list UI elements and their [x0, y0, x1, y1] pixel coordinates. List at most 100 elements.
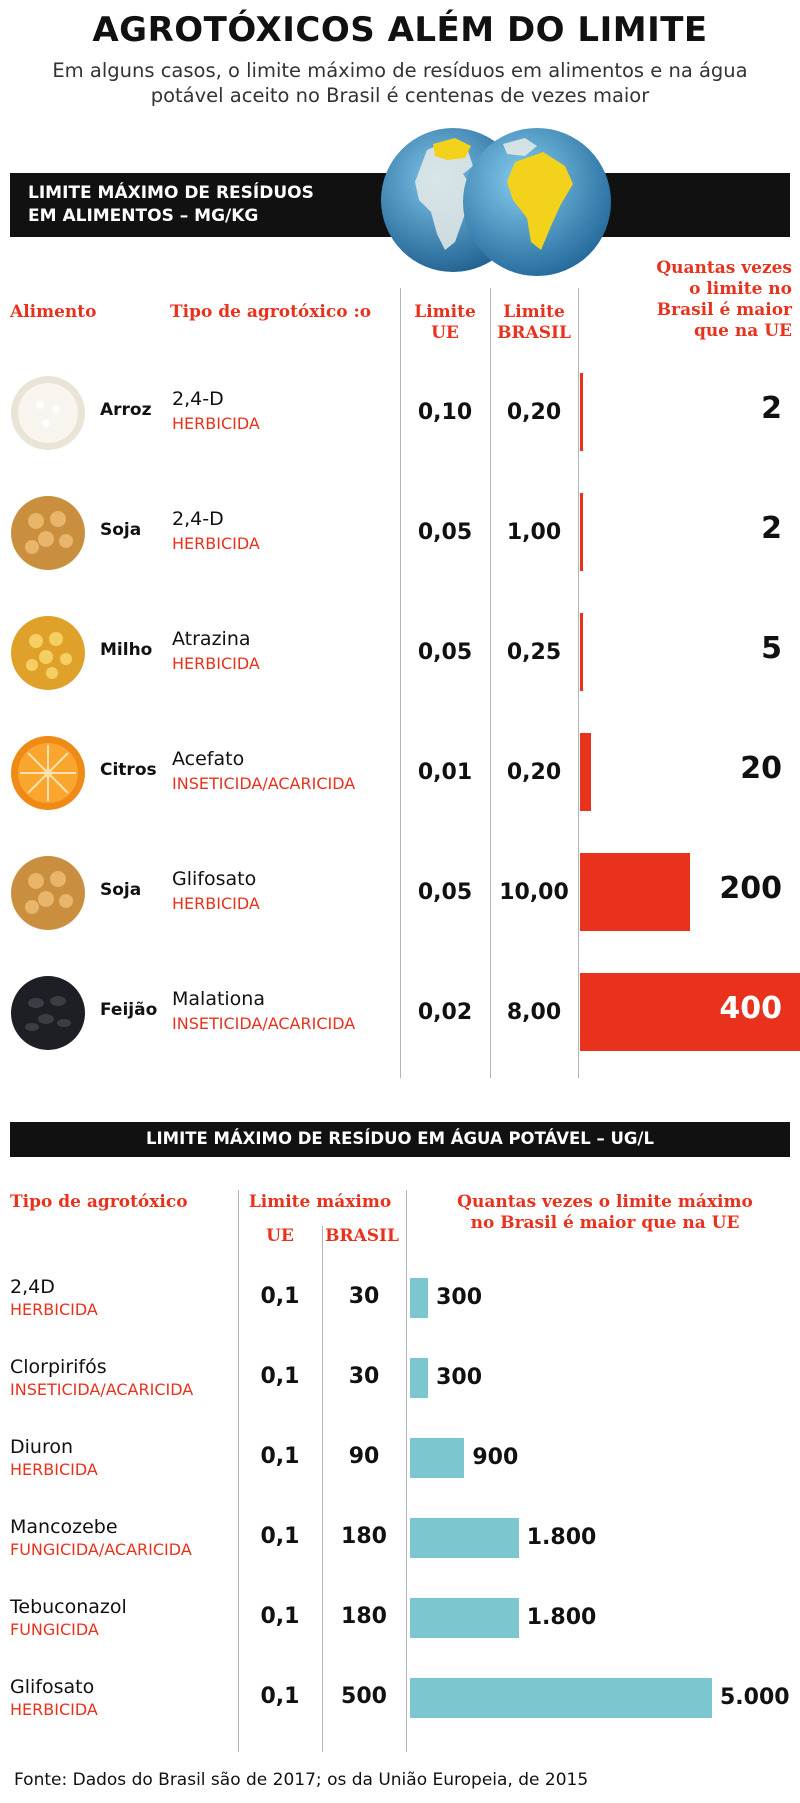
limit-br: 0,20 — [506, 400, 562, 425]
col-food-header: Alimento — [10, 302, 97, 322]
col-times-header: Quantas vezes o limite no Brasil é maior… — [656, 258, 792, 341]
pesticide-type: INSETICIDA/ACARICIDA — [172, 1014, 356, 1033]
pesticide-name: Acefato — [172, 748, 245, 770]
table-row: Soja 2,4-D HERBICIDA 0,05 1,00 — [0, 472, 800, 592]
food-name: Soja — [100, 520, 142, 540]
limit-ue: 0,1 — [260, 1684, 300, 1709]
water-col-limit-header: Limite máximo — [248, 1192, 392, 1212]
water-bar — [410, 1518, 519, 1558]
table-row: Tebuconazol FUNGICIDA 0,1 180 — [0, 1578, 800, 1658]
table-row: Soja Glifosato HERBICIDA 0,05 10,00 — [0, 832, 800, 952]
pesticide-name: Mancozebe — [10, 1516, 118, 1538]
limit-ue: 0,05 — [417, 640, 473, 665]
pesticide-type: FUNGICIDA — [10, 1620, 99, 1639]
limit-br: 0,20 — [506, 760, 562, 785]
table-row: Mancozebe FUNGICIDA/ACARICIDA 0,1 180 — [0, 1498, 800, 1578]
limit-ue: 0,02 — [417, 1000, 473, 1025]
pesticide-name: 2,4-D — [172, 388, 224, 410]
water-bar — [410, 1278, 429, 1318]
pesticide-type: INSETICIDA/ACARICIDA — [172, 774, 356, 793]
pesticide-name: 2,4-D — [172, 508, 224, 530]
bean-icon — [11, 976, 85, 1050]
limit-ue: 0,05 — [417, 880, 473, 905]
food-name: Arroz — [100, 400, 152, 420]
food-section-heading: LIMITE MÁXIMO DE RESÍDUOS EM ALIMENTOS –… — [28, 183, 314, 226]
limit-ue: 0,1 — [260, 1284, 300, 1309]
divider — [238, 1190, 239, 1752]
food-bar-label: 2 — [761, 391, 782, 426]
water-section-header-bar — [10, 1122, 790, 1157]
food-bar-label: 400 — [719, 991, 782, 1026]
corn-icon — [11, 616, 85, 690]
limit-ue: 0,1 — [260, 1604, 300, 1629]
page-title: AGROTÓXICOS ALÉM DO LIMITE — [92, 10, 708, 50]
food-bar — [580, 613, 583, 691]
water-bar-label: 1.800 — [526, 1525, 597, 1550]
pesticide-type: INSETICIDA/ACARICIDA — [10, 1380, 194, 1399]
table-row: 2,4D HERBICIDA 0,1 30 — [0, 1258, 800, 1338]
table-row: Citros Acefato INSETICIDA/ACARICIDA 0,01… — [0, 712, 800, 832]
pesticide-type: HERBICIDA — [172, 414, 260, 433]
food-bar-label: 2 — [761, 511, 782, 546]
table-row: Arroz 2,4-D HERBICIDA 0,10 0,20 — [0, 352, 800, 472]
col-ue-header: Limite UE — [414, 302, 476, 343]
divider — [400, 288, 401, 1078]
pesticide-type: HERBICIDA — [10, 1460, 98, 1479]
limit-ue: 0,10 — [417, 400, 473, 425]
source-note: Fonte: Dados do Brasil são de 2017; os d… — [14, 1770, 589, 1790]
limit-ue: 0,1 — [260, 1364, 300, 1389]
pesticide-name: Glifosato — [10, 1676, 95, 1698]
limit-ue: 0,1 — [260, 1524, 300, 1549]
water-bar — [410, 1678, 712, 1718]
water-bar — [410, 1438, 465, 1478]
orange-icon — [11, 736, 85, 810]
pesticide-type: FUNGICIDA/ACARICIDA — [10, 1540, 192, 1559]
food-bar — [580, 733, 591, 811]
pesticide-type: HERBICIDA — [10, 1300, 98, 1319]
globes-icon — [381, 128, 611, 276]
water-bar-label: 300 — [436, 1285, 483, 1310]
limit-ue: 0,05 — [417, 520, 473, 545]
divider — [490, 288, 491, 1078]
pesticide-name: Diuron — [10, 1436, 74, 1458]
food-name: Feijão — [100, 1000, 158, 1020]
pesticide-name: Malationa — [172, 988, 265, 1010]
limit-ue: 0,1 — [260, 1444, 300, 1469]
water-bar — [410, 1358, 429, 1398]
food-name: Soja — [100, 880, 142, 900]
limit-br: 180 — [341, 1604, 387, 1629]
col-br-header: Limite BRASIL — [497, 302, 571, 343]
food-bar — [580, 853, 690, 931]
table-row: Diuron HERBICIDA 0,1 90 — [0, 1418, 800, 1498]
limit-br: 30 — [348, 1284, 380, 1309]
food-bar-label: 5 — [761, 631, 782, 666]
water-bar-label: 300 — [436, 1365, 483, 1390]
pesticide-name: Clorpirifós — [10, 1356, 107, 1378]
pesticide-name: Atrazina — [172, 628, 251, 650]
water-bar-label: 5.000 — [720, 1685, 790, 1710]
table-row: Glifosato HERBICIDA 0,1 500 — [0, 1658, 800, 1738]
divider — [578, 288, 579, 1078]
food-bar — [580, 493, 583, 571]
rice-icon — [11, 376, 85, 450]
pesticide-type: HERBICIDA — [172, 534, 260, 553]
limit-br: 0,25 — [506, 640, 562, 665]
col-pesticide-header: Tipo de agrotóxico :o — [170, 302, 372, 322]
table-row: Milho Atrazina HERBICIDA 0,05 0,25 — [0, 592, 800, 712]
limit-br: 30 — [348, 1364, 380, 1389]
food-name: Citros — [100, 760, 157, 780]
water-col-pesticide-header: Tipo de agrotóxico — [10, 1192, 188, 1212]
limit-br: 1,00 — [506, 520, 562, 545]
water-bar-label: 1.800 — [526, 1605, 597, 1630]
pesticide-name: Tebuconazol — [10, 1596, 127, 1618]
soy-icon — [11, 856, 85, 930]
limit-br: 10,00 — [499, 880, 569, 905]
water-col-br-header: BRASIL — [325, 1226, 399, 1246]
food-bar — [580, 373, 583, 451]
pesticide-type: HERBICIDA — [10, 1700, 98, 1719]
food-bar-label: 20 — [740, 751, 782, 786]
water-col-times-header: Quantas vezes o limite máximo no Brasil … — [457, 1192, 753, 1233]
pesticide-type: HERBICIDA — [172, 654, 260, 673]
table-row: Clorpirifós INSETICIDA/ACARICIDA 0,1 30 — [0, 1338, 800, 1418]
pesticide-type: HERBICIDA — [172, 894, 260, 913]
